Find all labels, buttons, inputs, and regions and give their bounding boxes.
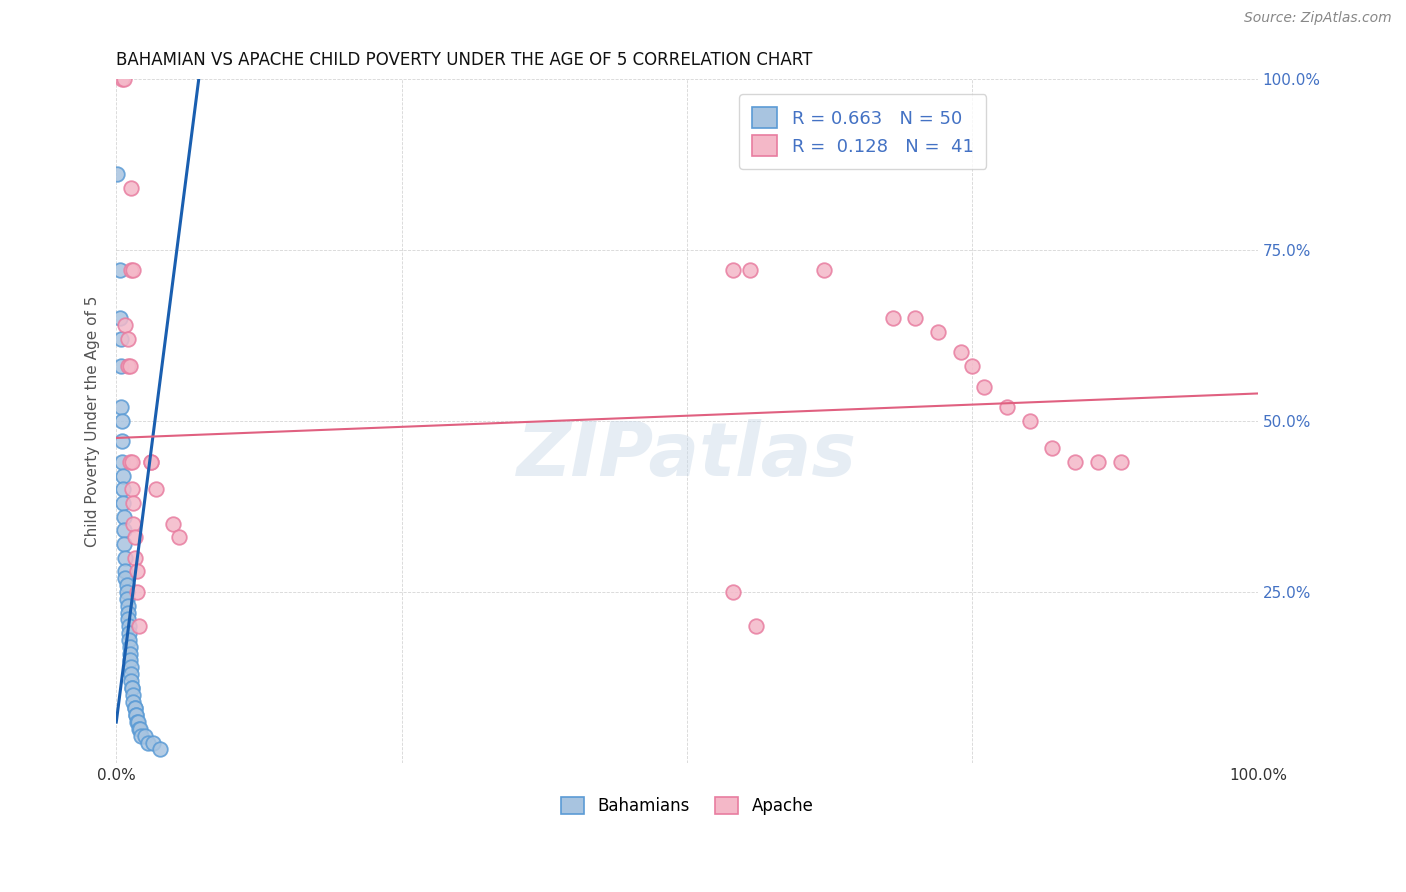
Point (112, 496, 135, 510)
Point (1064, 455, 1087, 469)
Point (122, 688, 145, 702)
Point (139, 455, 162, 469)
Point (950, 345, 973, 359)
Point (127, 714, 149, 729)
Point (110, 400, 132, 414)
Point (122, 263, 145, 277)
Point (927, 325, 949, 339)
Point (112, 524, 135, 538)
Point (110, 332, 132, 346)
Point (882, 311, 904, 326)
Point (128, 722, 150, 736)
Point (120, 667, 142, 681)
Point (129, 722, 152, 736)
Point (115, 591, 138, 606)
Point (117, 606, 139, 620)
Point (118, 626, 141, 640)
Point (114, 318, 136, 332)
Point (118, 640, 141, 654)
Point (120, 660, 142, 674)
Point (1018, 414, 1040, 428)
Point (904, 311, 927, 326)
Point (117, 612, 139, 626)
Point (962, 359, 984, 373)
Point (118, 455, 141, 469)
Point (124, 708, 146, 723)
Point (128, 619, 150, 633)
Point (136, 736, 159, 750)
Point (121, 455, 143, 469)
Point (744, 619, 766, 633)
Point (134, 729, 156, 743)
Point (1040, 442, 1063, 456)
Point (110, 359, 132, 373)
Point (124, 708, 146, 723)
Point (122, 496, 145, 510)
Point (124, 701, 146, 715)
Point (125, 585, 148, 599)
Point (118, 359, 141, 373)
Point (115, 585, 138, 599)
Point (721, 585, 744, 599)
Point (121, 483, 143, 497)
Point (125, 565, 148, 579)
Point (112, 483, 135, 497)
Point (1109, 455, 1132, 469)
Point (122, 516, 145, 531)
Legend: Bahamians, Apache: Bahamians, Apache (553, 789, 821, 823)
Point (131, 729, 153, 743)
Point (995, 400, 1018, 414)
Point (121, 681, 143, 695)
Point (111, 455, 134, 469)
Point (162, 516, 184, 531)
Point (120, 673, 142, 688)
Point (145, 483, 167, 497)
Point (1087, 455, 1109, 469)
Point (107, 168, 129, 182)
Point (122, 694, 145, 708)
Point (973, 379, 995, 393)
Point (738, 263, 761, 277)
Point (108, 311, 131, 326)
Point (114, 565, 136, 579)
Point (142, 736, 165, 750)
Point (120, 263, 142, 277)
Point (111, 434, 134, 449)
Point (139, 455, 162, 469)
Point (118, 647, 141, 661)
Point (111, 414, 134, 428)
Point (124, 530, 146, 544)
Text: BAHAMIAN VS APACHE CHILD POVERTY UNDER THE AGE OF 5 CORRELATION CHART: BAHAMIAN VS APACHE CHILD POVERTY UNDER T… (117, 51, 813, 69)
Point (118, 653, 141, 667)
Point (117, 359, 139, 373)
Point (120, 181, 142, 195)
Point (108, 263, 131, 277)
Point (111, 71, 134, 86)
Point (112, 71, 135, 86)
Point (112, 509, 135, 524)
Point (118, 632, 141, 647)
Point (125, 714, 148, 729)
Point (117, 599, 139, 613)
Point (117, 332, 139, 346)
Point (118, 619, 141, 633)
Point (149, 742, 172, 756)
Point (114, 571, 136, 585)
Y-axis label: Child Poverty Under the Age of 5: Child Poverty Under the Age of 5 (86, 295, 100, 547)
Text: Source: ZipAtlas.com: Source: ZipAtlas.com (1244, 12, 1392, 25)
Point (124, 550, 146, 565)
Point (721, 263, 744, 277)
Point (124, 701, 146, 715)
Point (167, 530, 190, 544)
Point (813, 263, 835, 277)
Point (115, 578, 138, 592)
Point (112, 468, 135, 483)
Point (112, 537, 135, 551)
Point (121, 681, 143, 695)
Point (114, 550, 136, 565)
Text: ZIPatlas: ZIPatlas (517, 418, 858, 491)
